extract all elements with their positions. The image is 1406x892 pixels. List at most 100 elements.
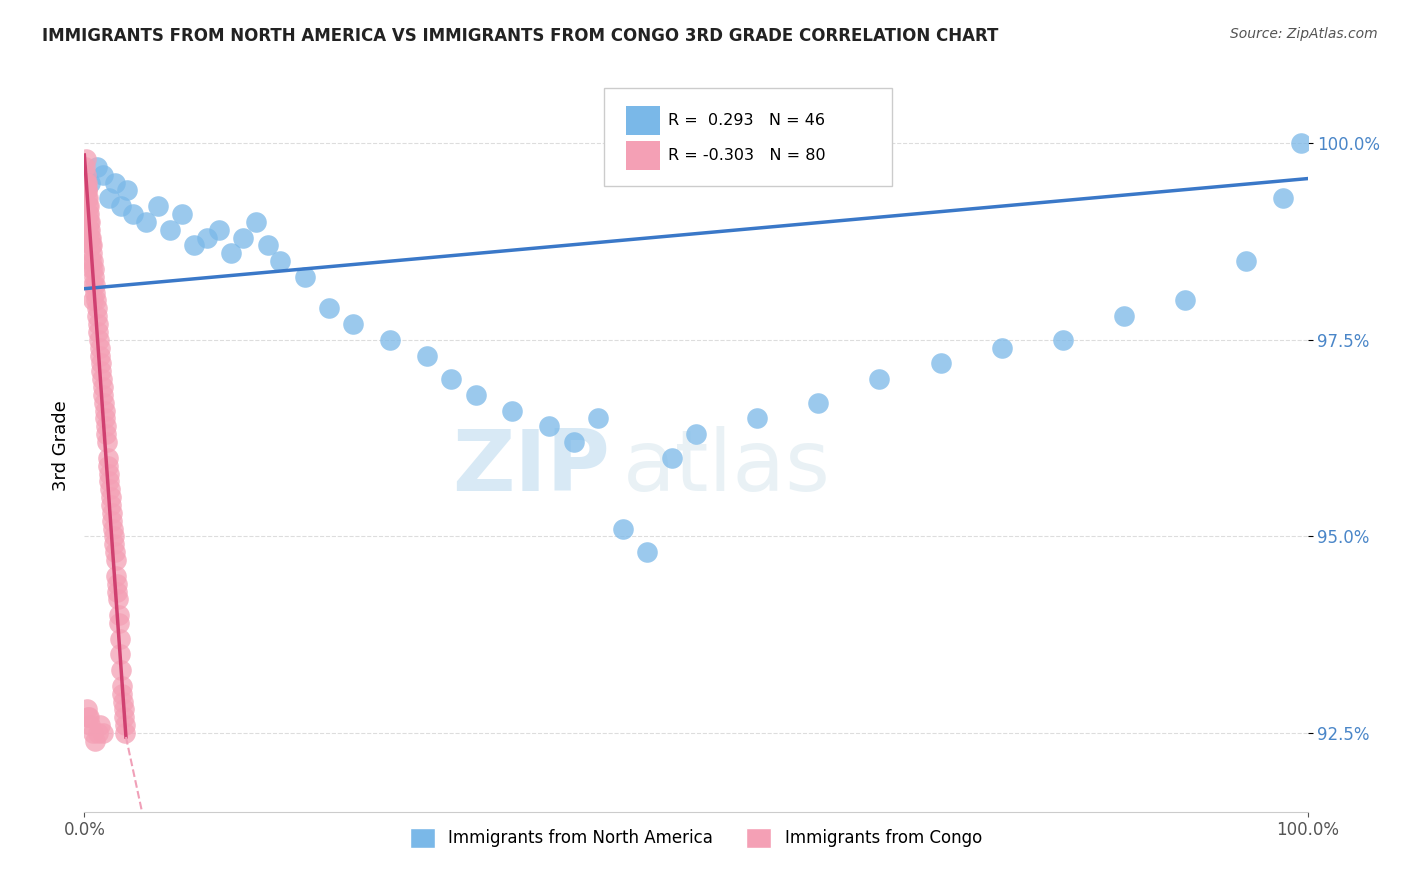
Point xyxy=(110,648,132,662)
Point xyxy=(991,341,1014,355)
Point xyxy=(82,293,104,308)
Point xyxy=(97,458,120,473)
Y-axis label: 3rd Grade: 3rd Grade xyxy=(52,401,70,491)
Text: Source: ZipAtlas.com: Source: ZipAtlas.com xyxy=(1230,27,1378,41)
Point xyxy=(76,191,98,205)
Point xyxy=(76,183,98,197)
Point xyxy=(87,333,110,347)
Point xyxy=(232,230,254,244)
Point xyxy=(107,592,129,607)
Point xyxy=(93,396,115,410)
Point xyxy=(562,435,585,450)
Point xyxy=(586,411,609,425)
FancyBboxPatch shape xyxy=(605,87,891,186)
Point xyxy=(79,223,101,237)
Point xyxy=(159,223,181,237)
Point xyxy=(101,522,124,536)
Point xyxy=(77,710,100,724)
Point xyxy=(82,726,104,740)
Point xyxy=(89,341,111,355)
Point xyxy=(104,553,127,567)
Point xyxy=(108,615,131,630)
Point xyxy=(76,176,98,190)
Point xyxy=(318,301,340,316)
Point xyxy=(77,207,100,221)
Text: ZIP: ZIP xyxy=(453,426,610,509)
Point xyxy=(100,498,122,512)
Point xyxy=(91,388,114,402)
Point xyxy=(76,183,98,197)
Point xyxy=(76,199,98,213)
Point xyxy=(86,310,108,324)
Text: R = -0.303   N = 80: R = -0.303 N = 80 xyxy=(668,148,825,163)
Point xyxy=(172,207,194,221)
Point xyxy=(83,262,105,277)
Point xyxy=(87,317,110,331)
Point xyxy=(94,419,117,434)
Point xyxy=(294,269,316,284)
Point xyxy=(929,356,952,370)
Point xyxy=(75,176,97,190)
Point xyxy=(79,230,101,244)
Point xyxy=(1114,310,1136,324)
Point xyxy=(257,238,280,252)
Point xyxy=(107,608,129,623)
Point xyxy=(110,199,132,213)
Point xyxy=(79,215,101,229)
Point xyxy=(76,702,98,716)
Point xyxy=(98,475,121,489)
Point xyxy=(869,372,891,386)
Point xyxy=(112,710,135,724)
Point xyxy=(108,632,131,646)
Point xyxy=(89,349,111,363)
Point xyxy=(84,734,107,748)
Point xyxy=(612,522,634,536)
Point xyxy=(93,403,115,417)
Point xyxy=(77,710,100,724)
Point xyxy=(111,695,134,709)
Point xyxy=(135,215,157,229)
Point xyxy=(96,427,118,442)
Text: R =  0.293   N = 46: R = 0.293 N = 46 xyxy=(668,113,825,128)
Point xyxy=(685,427,707,442)
Point xyxy=(100,490,122,504)
Point xyxy=(80,254,103,268)
Point xyxy=(77,207,100,221)
Point xyxy=(111,687,134,701)
Point xyxy=(115,183,138,197)
Point xyxy=(661,450,683,465)
Point xyxy=(90,356,112,370)
Point xyxy=(89,718,111,732)
Point xyxy=(98,482,121,496)
Point xyxy=(380,333,402,347)
Text: IMMIGRANTS FROM NORTH AMERICA VS IMMIGRANTS FROM CONGO 3RD GRADE CORRELATION CHA: IMMIGRANTS FROM NORTH AMERICA VS IMMIGRA… xyxy=(42,27,998,45)
Point xyxy=(84,285,107,300)
Point xyxy=(1052,333,1074,347)
Point xyxy=(104,176,127,190)
Point xyxy=(84,293,107,308)
Point xyxy=(502,403,524,417)
Point xyxy=(75,152,97,166)
Point xyxy=(91,726,114,740)
Point xyxy=(105,584,128,599)
Point xyxy=(87,325,110,339)
Point xyxy=(1236,254,1258,268)
Point xyxy=(114,726,136,740)
Point xyxy=(91,372,114,386)
Point xyxy=(79,718,101,732)
Point xyxy=(82,254,104,268)
Point xyxy=(94,411,117,425)
Point xyxy=(747,411,769,425)
Point xyxy=(110,663,132,677)
Point xyxy=(1291,136,1313,151)
Point xyxy=(91,168,114,182)
Point xyxy=(464,388,486,402)
Point xyxy=(86,160,108,174)
Point xyxy=(440,372,463,386)
Point xyxy=(105,576,128,591)
Point xyxy=(77,215,100,229)
Point xyxy=(105,568,128,582)
Point xyxy=(103,529,125,543)
Point xyxy=(97,191,120,205)
Point xyxy=(80,238,103,252)
